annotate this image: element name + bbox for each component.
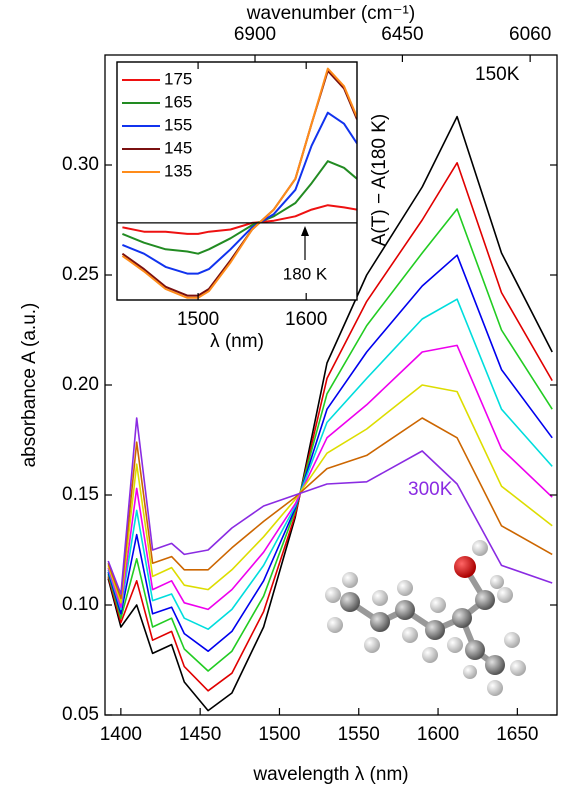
annotation: 300K [408,479,453,500]
molecule-illustration [325,540,526,696]
x-axis-label: wavelength λ (nm) [252,764,408,785]
legend-label: 135 [164,161,192,180]
y-tick-label: 0.30 [62,154,99,175]
y-axis-label: absorbance A (a.u.) [19,303,40,468]
series-line [122,160,357,255]
x-tick-label: 1500 [177,309,219,330]
y-tick-label: 0.20 [62,374,99,395]
plot-frame [116,61,358,301]
legend-label: 165 [164,92,192,111]
annotation: 180 K [283,264,328,283]
series-group [107,115,553,712]
series-group [121,67,357,299]
inset-plot: 1500 1600 λ (nm) A(T) − A(180 K) 180 K 175 165… [116,61,390,352]
series-line [107,162,553,692]
series-line [122,204,357,235]
legend-label: 145 [164,138,192,157]
main-plot: 1400 1450 1500 1550 1600 1650 0.05 0.10 0.15 0.20… [19,3,558,785]
series-line [107,208,553,672]
series-line [107,417,553,600]
x2-tick-label: 6900 [234,24,276,45]
x-tick-label: 1500 [258,724,300,745]
series-line [107,298,553,631]
y-tick-label: 0.05 [62,704,99,725]
series-line [122,111,357,275]
x-tick-label: 1550 [338,724,380,745]
y-tick-label: 0.15 [62,484,99,505]
x-tick-label: 1450 [179,724,221,745]
x2-tick-label: 6060 [509,24,551,45]
x-tick-label: 1600 [285,309,327,330]
y-tick-label: 0.25 [62,264,99,285]
inset-y-axis-label: A(T) − A(180 K) [369,114,390,247]
annotation: 150K [475,64,520,85]
series-line [107,115,553,712]
inset-background [116,61,358,301]
series-line [107,417,553,595]
legend-label: 155 [164,115,192,134]
inset-x-axis-label: λ (nm) [210,331,264,352]
series-line [121,67,357,299]
x-tick-label: 1400 [100,724,142,745]
y-tick-label: 0.10 [62,594,99,615]
series-line [107,384,553,604]
x2-tick-label: 6450 [381,24,423,45]
series-line [107,254,553,653]
legend-label: 175 [164,69,192,88]
x2-axis-label: wavenumber (cm⁻¹) [246,3,415,24]
x-tick-label: 1600 [417,724,459,745]
x-tick-label: 1650 [496,724,538,745]
series-line [107,344,553,611]
annotation-arrowhead [301,226,309,236]
